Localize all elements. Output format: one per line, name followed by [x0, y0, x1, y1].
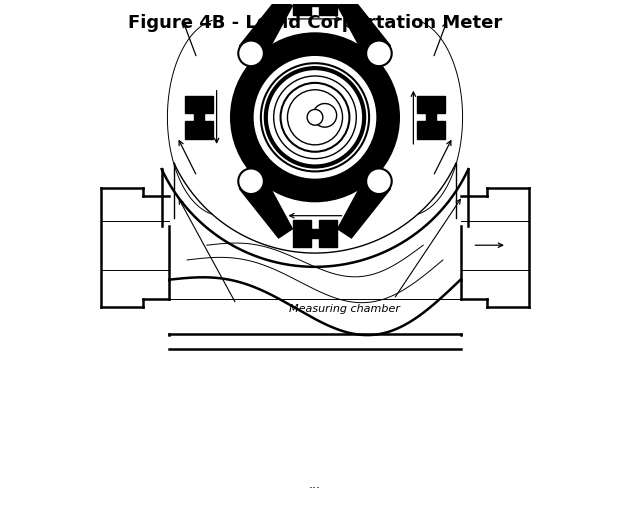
- Circle shape: [238, 168, 264, 194]
- Circle shape: [287, 90, 343, 145]
- Circle shape: [366, 41, 392, 66]
- Polygon shape: [194, 113, 204, 121]
- Polygon shape: [338, 174, 391, 238]
- Polygon shape: [240, 174, 292, 238]
- Polygon shape: [311, 229, 319, 238]
- Polygon shape: [417, 121, 445, 139]
- Circle shape: [261, 63, 369, 171]
- Circle shape: [366, 168, 392, 194]
- Circle shape: [238, 41, 264, 66]
- Polygon shape: [338, 0, 391, 61]
- Polygon shape: [319, 219, 337, 247]
- Polygon shape: [417, 96, 445, 113]
- Text: Measuring chamber: Measuring chamber: [289, 304, 400, 314]
- Circle shape: [244, 46, 386, 188]
- Text: Figure 4B - Lquid Corportation Meter: Figure 4B - Lquid Corportation Meter: [128, 14, 502, 32]
- Polygon shape: [319, 0, 337, 15]
- Circle shape: [281, 83, 350, 152]
- Polygon shape: [185, 121, 213, 139]
- Polygon shape: [185, 96, 213, 113]
- Polygon shape: [426, 113, 436, 121]
- Circle shape: [274, 76, 356, 159]
- Polygon shape: [293, 219, 311, 247]
- Circle shape: [313, 104, 337, 127]
- Polygon shape: [293, 0, 311, 15]
- Circle shape: [307, 109, 323, 125]
- Polygon shape: [311, 0, 319, 6]
- Text: ...: ...: [309, 478, 321, 491]
- Circle shape: [231, 33, 399, 201]
- Polygon shape: [240, 0, 292, 61]
